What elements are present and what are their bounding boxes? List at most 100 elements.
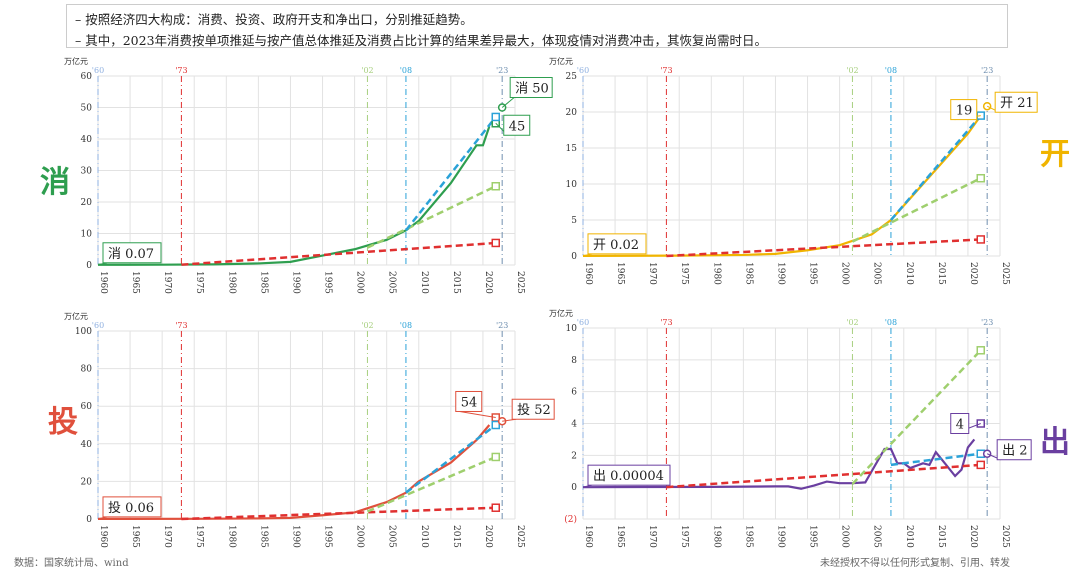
- x-tick-label: 1985: [743, 262, 753, 285]
- x-tick-label: 1990: [775, 262, 785, 285]
- x-tick-label: 1960: [98, 525, 108, 548]
- callout-box: [587, 464, 671, 486]
- callout-text: 45: [509, 119, 526, 134]
- x-tick-label: 2000: [840, 262, 850, 285]
- reference-label: '73: [660, 318, 672, 327]
- x-tick-label: 1970: [647, 262, 657, 285]
- reference-label: '23: [981, 318, 993, 327]
- y-tick-label: 20: [81, 198, 93, 208]
- callout-box: [996, 439, 1032, 461]
- y-tick-label: 15: [566, 144, 578, 154]
- x-tick-label: 1980: [226, 525, 236, 548]
- x-tick-label: 1980: [711, 262, 721, 285]
- x-tick-label: 1960: [98, 271, 108, 294]
- callout-text: 19: [956, 104, 973, 119]
- side-label: 出: [1040, 425, 1070, 460]
- endpoint-marker: [491, 452, 501, 462]
- x-tick-label: 1995: [323, 525, 333, 548]
- x-tick-label: 2020: [483, 271, 493, 294]
- x-tick-label: 1975: [194, 525, 204, 548]
- x-tick-label: 2005: [872, 525, 882, 548]
- x-tick-label: 2005: [387, 271, 397, 294]
- x-tick-label: 1970: [647, 525, 657, 548]
- trend73-line: [181, 241, 496, 266]
- x-tick-label: 1980: [711, 525, 721, 548]
- callout-text: 投 52: [517, 402, 551, 418]
- panel-3: 1960 1965 1970 1975 1980 1985 1990 1995 2000 2005…: [48, 311, 555, 548]
- callout-box: [503, 114, 531, 136]
- x-tick-label: 1990: [290, 271, 300, 294]
- x-tick-label: 2010: [419, 271, 429, 294]
- callout-box: [102, 242, 162, 264]
- x-tick-label: 2015: [451, 271, 461, 294]
- endpoint-marker: [976, 460, 986, 470]
- reference-label: '60: [92, 321, 104, 330]
- trend73-line: [666, 463, 981, 489]
- y-tick-label: 10: [81, 230, 93, 240]
- callout-box: [455, 390, 483, 412]
- trend02-line: [366, 185, 497, 249]
- x-tick-label: 1965: [615, 262, 625, 285]
- x-tick-label: 1970: [162, 271, 172, 294]
- callout-text: 消 50: [515, 82, 549, 97]
- y-tick-label: 40: [81, 440, 93, 450]
- x-tick-label: 1960: [583, 525, 593, 548]
- callout-box: [509, 77, 553, 98]
- x-tick-label: 2015: [451, 525, 461, 548]
- callout-text: 出 0.00004: [593, 469, 664, 484]
- y-tick-label: 0: [571, 483, 577, 493]
- y-tick-label: 60: [81, 72, 93, 82]
- y-tick-label: 10: [566, 324, 578, 334]
- reference-label: '08: [400, 321, 412, 330]
- trend02-line: [851, 177, 982, 243]
- y-tick-label: 100: [75, 327, 92, 337]
- notes-box: – 按照经济四大构成：消费、投资、政府开支和净出口，分别推延趋势。 – 其中，2…: [66, 4, 1008, 48]
- reference-label: '02: [361, 321, 373, 330]
- x-tick-label: 1985: [258, 525, 268, 548]
- callout-box: [587, 233, 647, 255]
- x-tick-label: 2010: [419, 525, 429, 548]
- x-tick-label: 1965: [130, 525, 140, 548]
- callout-text: 出 2: [1002, 444, 1027, 459]
- side-label: 投: [48, 405, 78, 440]
- x-tick-label: 1975: [679, 262, 689, 285]
- endpoint-marker: [491, 112, 501, 122]
- reference-label: '73: [175, 66, 187, 75]
- reference-label: '02: [846, 66, 858, 75]
- y-tick-label: 6: [571, 388, 577, 398]
- endpoint-marker: [976, 235, 986, 244]
- endpoint-marker: [491, 238, 501, 248]
- y-tick-label: (2): [564, 514, 577, 525]
- trend02-line: [851, 349, 982, 485]
- x-tick-label: 1965: [615, 525, 625, 548]
- trend73-line: [181, 506, 496, 521]
- x-tick-label: 2025: [1000, 525, 1010, 548]
- callout-text: 开 21: [1000, 96, 1034, 111]
- callout-text: 54: [461, 395, 478, 410]
- y-tick-label: 0: [86, 261, 92, 271]
- x-tick-label: 1975: [194, 271, 204, 294]
- callout-text: 投 0.06: [108, 500, 154, 516]
- actual-series-line: [97, 424, 491, 520]
- x-tick-label: 2010: [904, 525, 914, 548]
- reference-label: '23: [496, 321, 508, 330]
- y-tick-label: 5: [571, 216, 577, 226]
- x-tick-label: 2015: [936, 525, 946, 548]
- x-tick-label: 2015: [936, 262, 946, 285]
- x-tick-label: 2020: [968, 525, 978, 548]
- reference-label: '23: [496, 66, 508, 75]
- reference-label: '23: [981, 66, 993, 75]
- unit-label: 万亿元: [64, 311, 88, 321]
- unit-label: 万亿元: [549, 56, 573, 66]
- x-tick-label: 2005: [387, 525, 397, 548]
- x-tick-label: 1995: [808, 525, 818, 548]
- source-note: 数据：国家统计局、wind: [14, 558, 129, 569]
- x-tick-label: 2010: [904, 262, 914, 285]
- y-tick-label: 2: [571, 451, 577, 461]
- disclaimer: 未经授权不得以任何形式复制、引用、转发: [820, 558, 1010, 569]
- x-tick-label: 1995: [808, 262, 818, 285]
- trend08-line: [889, 114, 982, 221]
- reference-label: '60: [92, 66, 104, 75]
- panel-2: 1960 1965 1970 1975 1980 1985 1990 1995 2000 2005…: [549, 56, 1070, 285]
